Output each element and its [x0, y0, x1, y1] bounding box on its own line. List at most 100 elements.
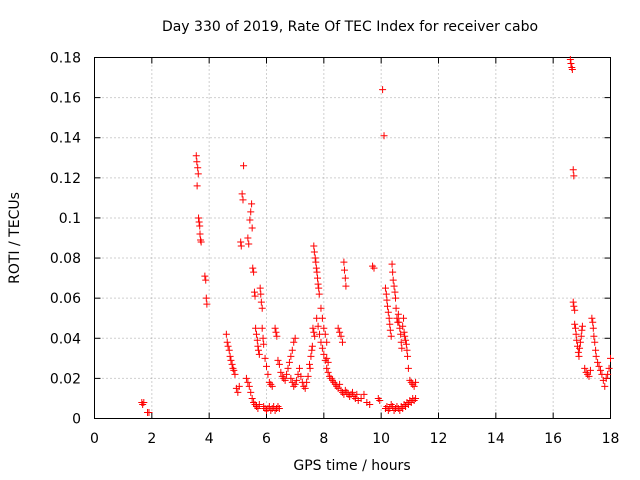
- data-point: [340, 266, 348, 274]
- data-point: [571, 320, 579, 328]
- data-point: [590, 332, 598, 340]
- data-point: [293, 376, 301, 384]
- data-point: [380, 132, 388, 140]
- data-point: [317, 304, 325, 312]
- y-tick-label: 0.1: [59, 211, 81, 227]
- data-point: [237, 242, 245, 250]
- x-tick-label: 18: [602, 431, 620, 447]
- data-point: [258, 324, 266, 332]
- data-point: [255, 400, 263, 408]
- data-point: [586, 366, 594, 374]
- data-point: [263, 362, 270, 370]
- data-point: [578, 322, 586, 330]
- y-tick-label: 0.14: [50, 131, 81, 147]
- data-point: [338, 338, 346, 346]
- data-point: [570, 172, 578, 180]
- data-point: [252, 330, 260, 338]
- data-point: [224, 342, 232, 350]
- data-point: [271, 324, 279, 332]
- x-axis: 0 2 4 6 8 10 12 14 16 18: [90, 57, 620, 447]
- data-point: [234, 388, 242, 396]
- data-point: [281, 376, 289, 384]
- data-point: [247, 208, 255, 216]
- data-point: [383, 296, 391, 304]
- data-point: [314, 322, 322, 330]
- data-point: [570, 302, 578, 310]
- data-point: [412, 394, 420, 402]
- data-point: [197, 238, 205, 246]
- data-point: [397, 338, 405, 346]
- data-point: [203, 300, 211, 308]
- data-point: [230, 366, 238, 374]
- data-point: [402, 340, 410, 348]
- y-tick-label: 0: [72, 412, 81, 428]
- data-point: [393, 314, 401, 322]
- data-point: [388, 260, 396, 268]
- data-point: [384, 308, 392, 316]
- data-point: [235, 382, 243, 390]
- y-tick-label: 0.16: [50, 91, 81, 107]
- data-point: [308, 346, 316, 354]
- y-tick-label: 0.18: [50, 51, 81, 67]
- data-point: [201, 272, 209, 280]
- y-tick-label: 0.04: [50, 331, 81, 347]
- data-point: [259, 334, 267, 342]
- data-point: [193, 182, 201, 190]
- data-point: [315, 290, 323, 298]
- data-point: [323, 354, 331, 362]
- data-point: [261, 354, 269, 362]
- data-point: [366, 400, 374, 408]
- data-point: [222, 330, 230, 338]
- data-point: [399, 322, 407, 330]
- data-point: [193, 158, 201, 166]
- data-point: [589, 318, 597, 326]
- data-point: [291, 380, 299, 388]
- data-point: [568, 66, 576, 74]
- data-point: [245, 382, 253, 390]
- x-axis-label: GPS time / hours: [293, 458, 410, 474]
- data-point: [390, 282, 398, 290]
- data-point: [315, 284, 323, 292]
- data-point: [353, 390, 361, 398]
- data-point: [252, 324, 260, 332]
- data-point: [226, 352, 234, 360]
- data-point: [313, 268, 321, 276]
- data-point: [573, 336, 581, 344]
- data-point: [595, 362, 603, 370]
- chart-title: Day 330 of 2019, Rate Of TEC Index for r…: [162, 19, 538, 35]
- data-point: [577, 332, 585, 340]
- data-point: [295, 364, 303, 372]
- x-tick-label: 16: [544, 431, 562, 447]
- data-point: [237, 238, 245, 246]
- data-point: [403, 346, 411, 354]
- data-point: [342, 282, 350, 290]
- data-point: [402, 336, 410, 344]
- data-point: [273, 332, 281, 340]
- data-point: [370, 264, 378, 272]
- data-point: [605, 364, 613, 372]
- data-point: [249, 264, 257, 272]
- data-point: [337, 332, 345, 340]
- y-tick-label: 0.08: [50, 251, 81, 267]
- data-point: [309, 324, 317, 332]
- plot-frame: [94, 57, 611, 419]
- y-tick-label: 0.12: [50, 171, 81, 187]
- data-point: [254, 342, 262, 350]
- data-point: [248, 224, 256, 232]
- data-point: [196, 222, 204, 230]
- data-point: [255, 350, 263, 358]
- data-point: [287, 352, 295, 360]
- x-tick-label: 10: [372, 431, 390, 447]
- data-point: [334, 324, 342, 332]
- data-point: [303, 378, 311, 386]
- data-point: [412, 378, 420, 386]
- data-point: [574, 348, 582, 356]
- data-point: [340, 258, 348, 266]
- data-point: [318, 314, 326, 322]
- data-point: [310, 328, 318, 336]
- data-point: [223, 338, 231, 346]
- y-tick-label: 0.06: [50, 291, 81, 307]
- data-point: [310, 248, 318, 256]
- data-point: [145, 408, 153, 416]
- data-point: [311, 254, 319, 262]
